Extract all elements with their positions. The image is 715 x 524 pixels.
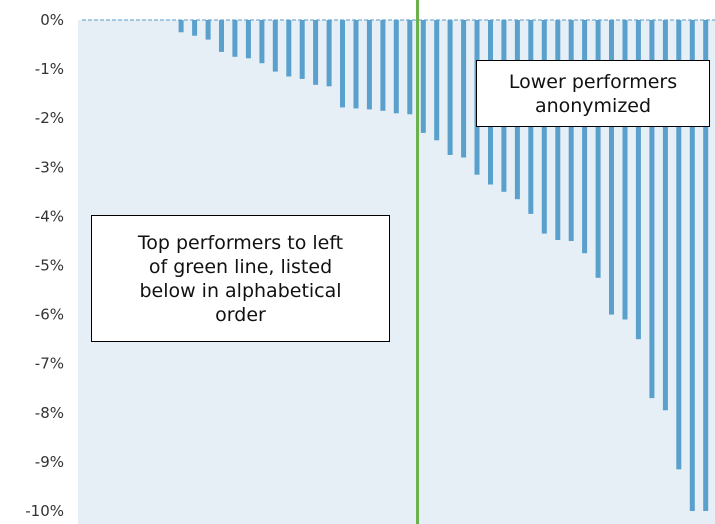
bar (272, 20, 278, 72)
y-tick-label: -4% (35, 207, 64, 225)
callout-line: order (215, 303, 266, 326)
bar (461, 20, 467, 158)
bar (447, 20, 453, 155)
bar (689, 20, 695, 511)
bar (313, 20, 319, 85)
y-tick-label: -2% (35, 109, 64, 127)
bar (353, 20, 359, 109)
bar (703, 20, 709, 511)
bar (205, 20, 211, 40)
bar (609, 20, 614, 315)
y-tick-label: -6% (35, 306, 64, 324)
bar (555, 20, 561, 240)
callout-line: anonymized (534, 94, 652, 117)
bar (326, 20, 332, 87)
y-tick-label: -9% (35, 453, 64, 471)
y-tick-label: -3% (35, 158, 64, 176)
bar (676, 20, 682, 470)
bar (393, 20, 399, 114)
bar (366, 20, 372, 110)
bar (649, 20, 655, 399)
y-tick-label: -7% (35, 355, 64, 373)
bar (420, 20, 426, 133)
callout-line: below in alphabetical (139, 279, 342, 302)
y-tick-label: 0% (40, 11, 64, 29)
bar (286, 20, 292, 77)
bar (595, 20, 601, 278)
bar (662, 20, 668, 411)
bar (568, 20, 574, 241)
top-performers-callout: Top performers to left of green line, li… (91, 215, 390, 342)
bar (340, 20, 345, 108)
bar (259, 20, 265, 64)
bar (178, 20, 184, 33)
y-tick-label: -1% (35, 60, 64, 78)
lower-performers-callout: Lower performers anonymized (476, 60, 710, 127)
callout-line: of green line, listed (148, 255, 333, 278)
y-tick-label: -5% (35, 257, 64, 275)
bar (434, 20, 440, 141)
bar (192, 20, 198, 36)
callout-line: Top performers to left (137, 231, 344, 254)
bar (245, 20, 251, 59)
y-tick-label: -8% (35, 404, 64, 422)
bar (407, 20, 413, 115)
bar (582, 20, 588, 254)
y-tick-label: -10% (25, 502, 64, 520)
bar (622, 20, 628, 320)
callout-line: Lower performers (508, 70, 678, 93)
bar (380, 20, 386, 111)
bar (232, 20, 238, 57)
bar (635, 20, 641, 340)
bar (299, 20, 305, 79)
bar (219, 20, 224, 52)
